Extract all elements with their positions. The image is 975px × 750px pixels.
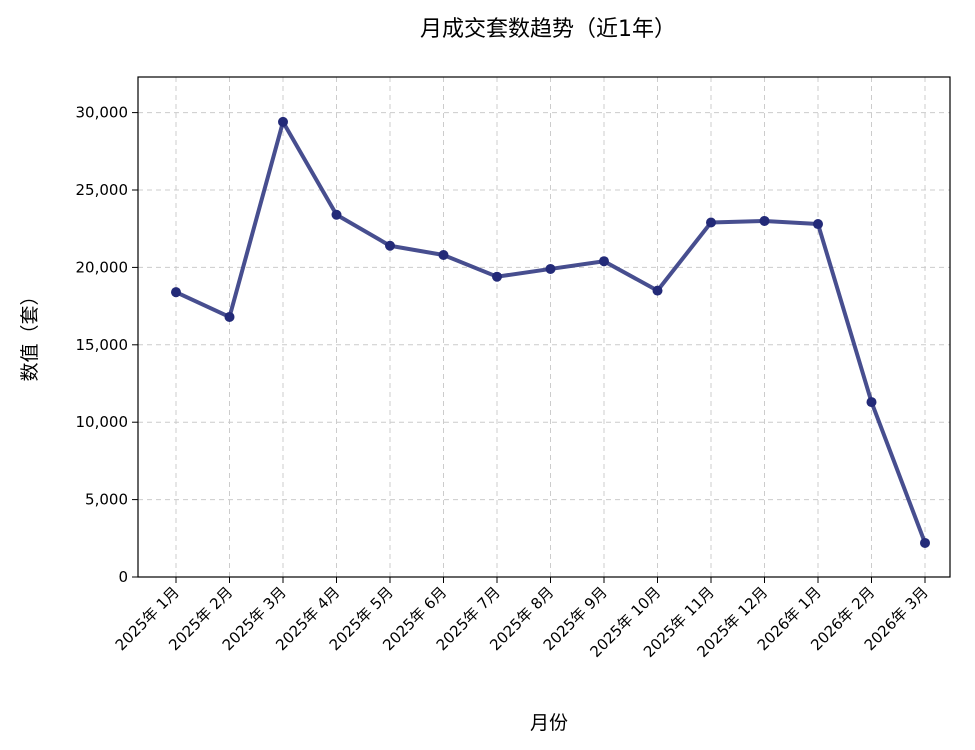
y-tick-label: 20,000 [76, 258, 129, 276]
data-point [278, 116, 288, 127]
series-group [171, 116, 930, 548]
y-tick-label: 15,000 [76, 336, 129, 354]
y-axis: 0 5,000 10,000 15,000 20,000 25,000 30,000 [76, 104, 138, 586]
data-point [652, 285, 663, 296]
y-axis-label: 数值（套） [19, 286, 41, 381]
data-point [866, 397, 877, 408]
data-point [385, 240, 395, 251]
data-point [545, 263, 556, 274]
grid [138, 77, 950, 577]
data-point [438, 250, 449, 261]
chart-title: 月成交套数趋势（近1年） [420, 17, 676, 42]
data-point [171, 287, 181, 298]
x-axis-label: 月份 [530, 712, 568, 734]
data-point [759, 215, 770, 226]
data-point [492, 271, 502, 282]
y-tick-label: 10,000 [76, 413, 129, 431]
data-point [599, 256, 609, 267]
data-point [813, 219, 823, 230]
plot-area-frame [137, 76, 951, 578]
y-tick-label: 25,000 [76, 181, 129, 199]
y-tick-label: 0 [118, 568, 128, 586]
y-tick-label: 5,000 [85, 491, 128, 509]
data-point [920, 537, 930, 548]
data-point [706, 217, 716, 228]
data-point [331, 209, 342, 220]
data-point [224, 311, 235, 322]
y-tick-label: 30,000 [76, 104, 129, 122]
